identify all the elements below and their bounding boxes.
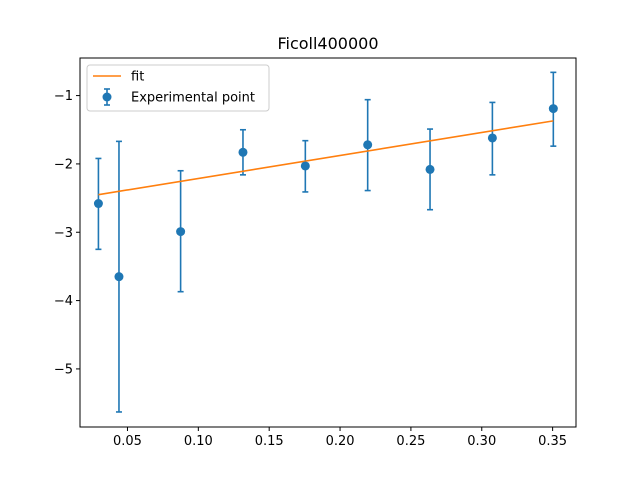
x-tick-label: 0.05 (113, 434, 142, 449)
y-tick-label: −5 (54, 362, 73, 377)
y-tick-label: −4 (54, 294, 73, 309)
y-tick-label: −1 (54, 89, 73, 104)
data-point (425, 164, 435, 174)
data-point (548, 104, 558, 114)
legend-point-label: Experimental point (131, 91, 255, 106)
y-tick-label: −3 (54, 226, 73, 241)
plot-layer (93, 71, 558, 413)
x-tick-label: 0.25 (396, 434, 425, 449)
legend-fit-label: fit (131, 70, 144, 85)
x-tick-label: 0.15 (255, 434, 284, 449)
data-point (176, 227, 186, 237)
data-point (238, 147, 248, 157)
data-point (93, 199, 103, 209)
x-tick-label: 0.10 (184, 434, 213, 449)
data-point (487, 133, 497, 143)
data-point (300, 161, 310, 171)
x-tick-label: 0.20 (326, 434, 355, 449)
legend: fit Experimental point (86, 64, 270, 112)
legend-box (86, 64, 270, 112)
legend-point-marker (102, 92, 112, 102)
x-tick-label: 0.30 (467, 434, 496, 449)
x-tick-label: 0.35 (538, 434, 567, 449)
chart-title: Ficoll400000 (277, 34, 378, 53)
x-axis-ticks: 0.05 0.10 0.15 0.20 0.25 0.30 0.35 (113, 427, 567, 449)
y-axis-ticks: −5 −4 −3 −2 −1 (54, 89, 80, 377)
plot-frame (79, 57, 577, 428)
fit-line (98, 120, 554, 196)
data-point (114, 272, 124, 282)
data-point (363, 140, 373, 150)
y-tick-label: −2 (54, 157, 73, 172)
